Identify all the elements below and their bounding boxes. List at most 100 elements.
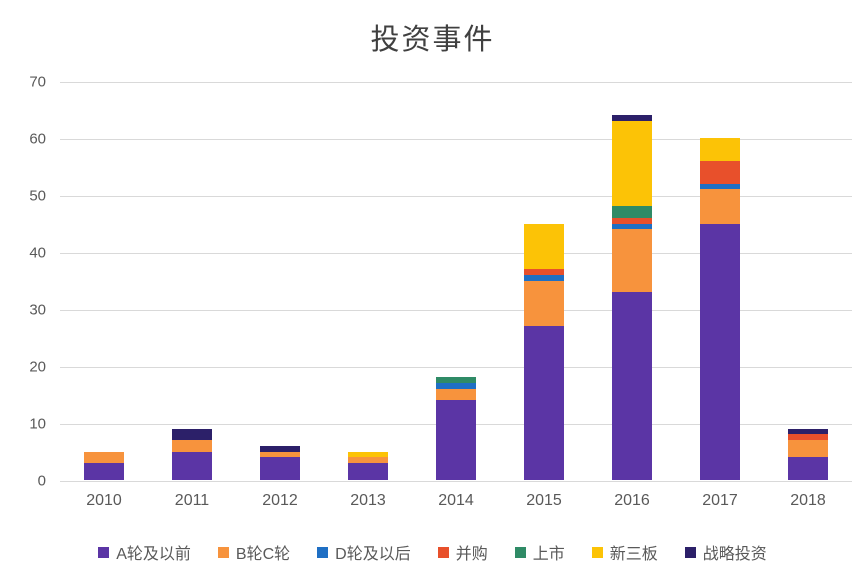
bar-segment (788, 457, 828, 480)
x-axis-tick-label: 2012 (262, 492, 298, 509)
legend-label: A轮及以前 (116, 546, 191, 563)
bar-segment (260, 451, 300, 458)
bar-segment (612, 217, 652, 224)
bar-segment (700, 189, 740, 224)
y-axis-tick-label: 50 (29, 187, 46, 205)
legend-swatch-icon (437, 546, 449, 558)
bar-segment (612, 120, 652, 207)
bar-segment (700, 138, 740, 161)
bar-segment (788, 428, 828, 435)
legend-label: B轮C轮 (235, 546, 291, 563)
x-axis-tick-label: 2018 (790, 492, 826, 509)
legend-swatch-icon (684, 546, 696, 558)
y-axis-tick-label: 60 (29, 130, 46, 148)
gridline (60, 309, 852, 311)
bar-segment (788, 434, 828, 441)
y-axis-tick-label: 40 (29, 244, 46, 262)
stacked-bar (260, 445, 300, 480)
bar-group-2013 (324, 81, 412, 480)
stacked-bar (348, 451, 388, 480)
x-axis-tick-label: 2015 (526, 492, 562, 509)
bar-segment (700, 183, 740, 190)
legend-item: 并购 (437, 540, 488, 564)
legend-item: B轮C轮 (217, 540, 291, 564)
bar-segment (436, 383, 476, 389)
x-axis-tick-label: 2014 (438, 492, 474, 509)
y-axis-tick-label: 70 (29, 73, 46, 91)
legend-label: 新三板 (609, 546, 658, 563)
gridline (60, 252, 852, 254)
y-axis-tick-label: 20 (29, 358, 46, 376)
stacked-bar (612, 115, 652, 480)
legend: A轮及以前 B轮C轮 D轮及以后 并购 上市 新三板 战略投资 (0, 540, 865, 564)
stacked-bar (84, 451, 124, 480)
bar-segment (700, 223, 740, 480)
legend-swatch-icon (98, 546, 110, 558)
stacked-bar (436, 377, 476, 480)
bar-segment (612, 223, 652, 230)
y-axis-tick-label: 10 (29, 415, 46, 433)
gridline (60, 81, 852, 83)
bar-segment (700, 160, 740, 184)
bar-segment (260, 457, 300, 480)
y-axis: 0 10 20 30 40 50 60 70 (0, 74, 46, 490)
bar-segment (524, 326, 564, 480)
bar-segment (172, 428, 212, 441)
chart-title: 投资事件 (370, 24, 495, 56)
legend-swatch-icon (591, 546, 603, 558)
legend-label: D轮及以后 (335, 546, 411, 563)
legend-label: 战略投资 (702, 546, 767, 563)
legend-swatch-icon (514, 546, 526, 558)
stacked-bar (524, 223, 564, 480)
bar-segment (524, 269, 564, 275)
bar-segment (348, 457, 388, 463)
stacked-bar (788, 428, 828, 480)
legend-item: 战略投资 (684, 540, 767, 564)
bar-segment (348, 462, 388, 480)
legend-item: 上市 (514, 540, 565, 564)
bar-segment (260, 445, 300, 452)
legend-item: A轮及以前 (98, 540, 191, 564)
bar-segment (172, 451, 212, 480)
x-axis-tick-label: 2016 (614, 492, 650, 509)
gridline (60, 480, 852, 482)
bar-segment (612, 229, 652, 292)
bar-segment (436, 388, 476, 401)
bar-segment (436, 400, 476, 480)
y-axis-tick-label: 30 (29, 301, 46, 319)
gridline (60, 138, 852, 140)
y-axis-tick-label: 0 (37, 472, 46, 490)
bar-segment (84, 451, 124, 463)
x-axis-tick-label: 2011 (174, 492, 210, 509)
legend-item: 新三板 (591, 540, 658, 564)
bar-segment (612, 291, 652, 480)
bar-segment (172, 440, 212, 452)
bar-segment (612, 206, 652, 218)
bar-group-2012 (236, 81, 324, 480)
gridline (60, 366, 852, 368)
plot-area (60, 81, 852, 482)
bar-segment (348, 451, 388, 458)
bar-segment (524, 274, 564, 281)
legend-swatch-icon (317, 546, 329, 558)
bar-segment (524, 223, 564, 270)
legend-label: 并购 (455, 546, 488, 563)
bar-group-2014 (412, 81, 500, 480)
stacked-bar (172, 428, 212, 480)
x-axis-tick-label: 2013 (350, 492, 386, 509)
bar-segment (436, 377, 476, 384)
bar-group-2018 (764, 81, 852, 480)
bar-segment (524, 280, 564, 327)
bar-group-2017 (676, 81, 764, 480)
bar-segment (84, 462, 124, 480)
x-axis-tick-label: 2017 (702, 492, 738, 509)
x-axis-tick-label: 2010 (86, 492, 122, 509)
stacked-bar (700, 138, 740, 480)
gridline (60, 195, 852, 197)
bar-segment (612, 115, 652, 121)
bar-group-2016 (588, 81, 676, 480)
bar-segment (788, 440, 828, 458)
bar-group-2011 (148, 81, 236, 480)
legend-swatch-icon (217, 546, 229, 558)
